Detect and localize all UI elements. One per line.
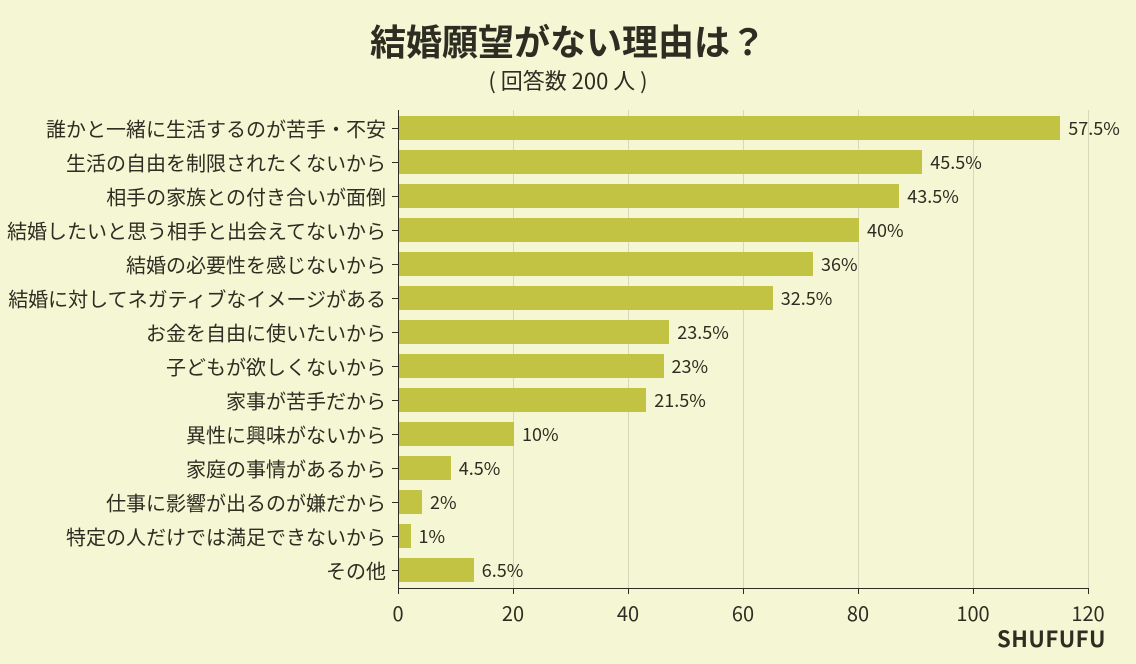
category-label: 仕事に影響が出るのが嫌だから bbox=[106, 488, 386, 517]
value-label: 40% bbox=[867, 217, 904, 243]
bar bbox=[399, 116, 1060, 140]
bar bbox=[399, 354, 664, 378]
gridline bbox=[628, 110, 629, 588]
value-label: 23% bbox=[672, 353, 709, 379]
category-label: お金を自由に使いたいから bbox=[146, 318, 386, 347]
y-axis bbox=[398, 110, 399, 588]
value-label: 10% bbox=[522, 421, 559, 447]
bar bbox=[399, 150, 922, 174]
value-label: 21.5% bbox=[654, 387, 706, 413]
value-label: 23.5% bbox=[677, 319, 729, 345]
value-label: 4.5% bbox=[459, 455, 501, 481]
y-tick bbox=[392, 264, 398, 265]
gridline bbox=[1088, 110, 1089, 588]
bar bbox=[399, 218, 859, 242]
y-tick bbox=[392, 366, 398, 367]
category-label: 結婚の必要性を感じないから bbox=[126, 250, 386, 279]
bar bbox=[399, 490, 422, 514]
value-label: 2% bbox=[430, 489, 457, 515]
x-tick-label: 80 bbox=[847, 598, 869, 627]
bar bbox=[399, 184, 899, 208]
category-label: 子どもが欲しくないから bbox=[166, 352, 386, 381]
bar bbox=[399, 558, 474, 582]
bar bbox=[399, 422, 514, 446]
y-tick bbox=[392, 570, 398, 571]
value-label: 1% bbox=[419, 523, 446, 549]
chart-canvas: 結婚願望がない理由は？ ( 回答数 200 人 ) 02040608010012… bbox=[0, 0, 1136, 664]
x-tick-label: 40 bbox=[617, 598, 639, 627]
y-tick bbox=[392, 196, 398, 197]
category-label: 相手の家族との付き合いが面倒 bbox=[106, 182, 386, 211]
chart-plot-area: 020406080100120誰かと一緒に生活するのが苦手・不安57.5%生活の… bbox=[398, 110, 1088, 588]
category-label: 誰かと一緒に生活するのが苦手・不安 bbox=[46, 114, 386, 143]
gridline bbox=[743, 110, 744, 588]
bar bbox=[399, 524, 411, 548]
category-label: 結婚したいと思う相手と出会えてないから bbox=[7, 216, 386, 245]
y-tick bbox=[392, 332, 398, 333]
y-tick bbox=[392, 434, 398, 435]
value-label: 57.5% bbox=[1068, 115, 1120, 141]
category-label: 異性に興味がないから bbox=[186, 420, 386, 449]
category-label: その他 bbox=[326, 556, 386, 585]
x-tick-label: 60 bbox=[732, 598, 754, 627]
bar bbox=[399, 252, 813, 276]
gridline bbox=[858, 110, 859, 588]
bar bbox=[399, 320, 669, 344]
value-label: 43.5% bbox=[907, 183, 959, 209]
category-label: 特定の人だけでは満足できないから bbox=[66, 522, 386, 551]
value-label: 36% bbox=[821, 251, 858, 277]
y-tick bbox=[392, 298, 398, 299]
value-label: 32.5% bbox=[781, 285, 833, 311]
brand-label: SHUFUFU bbox=[997, 622, 1106, 654]
category-label: 生活の自由を制限されたくないから bbox=[66, 148, 386, 177]
y-tick bbox=[392, 502, 398, 503]
bar bbox=[399, 456, 451, 480]
category-label: 家事が苦手だから bbox=[226, 386, 386, 415]
gridline bbox=[513, 110, 514, 588]
value-label: 45.5% bbox=[930, 149, 982, 175]
y-tick bbox=[392, 128, 398, 129]
chart-subtitle: ( 回答数 200 人 ) bbox=[0, 64, 1136, 96]
value-label: 6.5% bbox=[482, 557, 524, 583]
chart-title: 結婚願望がない理由は？ bbox=[0, 14, 1136, 66]
x-tick-label: 100 bbox=[956, 598, 989, 627]
x-axis bbox=[398, 588, 1088, 589]
x-tick-label: 0 bbox=[392, 598, 403, 627]
y-tick bbox=[392, 230, 398, 231]
gridline bbox=[973, 110, 974, 588]
y-tick bbox=[392, 400, 398, 401]
bar bbox=[399, 388, 646, 412]
y-tick bbox=[392, 468, 398, 469]
category-label: 家庭の事情があるから bbox=[186, 454, 386, 483]
y-tick bbox=[392, 162, 398, 163]
x-tick-label: 20 bbox=[502, 598, 524, 627]
x-tick bbox=[1088, 588, 1089, 594]
category-label: 結婚に対してネガティブなイメージがある bbox=[8, 284, 386, 313]
y-tick bbox=[392, 536, 398, 537]
bar bbox=[399, 286, 773, 310]
